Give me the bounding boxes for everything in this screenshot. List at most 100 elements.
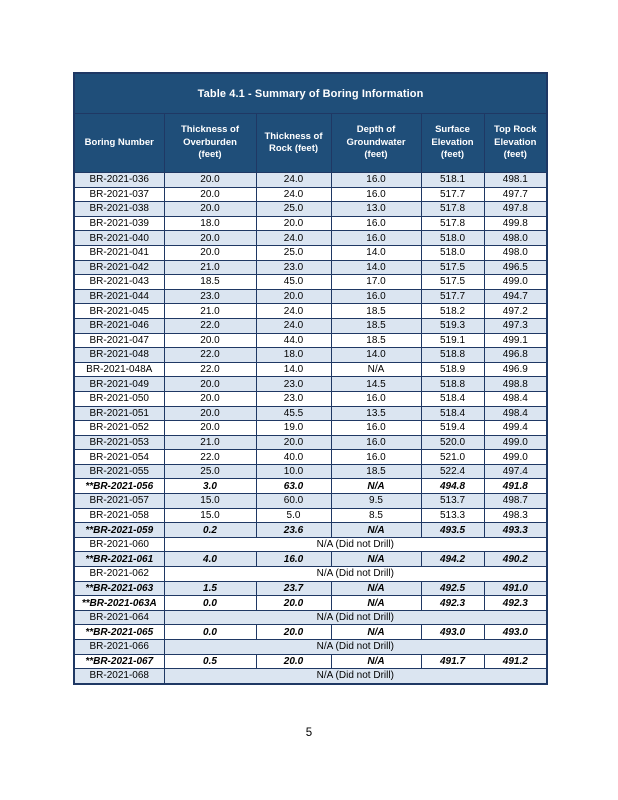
data-cell: 517.5 <box>420 274 485 290</box>
data-cell: 16.0 <box>330 449 422 465</box>
data-cell: 490.2 <box>483 551 548 568</box>
merged-na-cell: N/A (Did not Drill) <box>163 609 548 626</box>
data-cell: 518.2 <box>420 303 485 319</box>
data-cell: 492.5 <box>420 580 485 597</box>
table-row: BR-2021-036 20.0 24.0 16.0 518.1 498.1 <box>73 172 548 188</box>
table-row: BR-2021-040 20.0 24.0 16.0 518.0 498.0 <box>73 230 548 246</box>
data-cell: 24.0 <box>255 317 332 334</box>
boring-summary-table: Table 4.1 - Summary of Boring Informatio… <box>73 72 549 685</box>
data-cell: 493.0 <box>483 624 548 640</box>
data-cell: 498.3 <box>483 507 548 524</box>
data-cell: 20.0 <box>163 405 257 422</box>
data-cell: 8.5 <box>330 507 422 524</box>
data-cell: 20.0 <box>255 434 332 451</box>
data-cell: 0.0 <box>163 624 257 640</box>
data-cell: 20.0 <box>255 288 332 305</box>
data-cell: 18.5 <box>330 463 422 480</box>
data-cell: 14.0 <box>330 244 422 261</box>
data-cell: 24.0 <box>255 230 332 246</box>
data-cell: 16.0 <box>330 434 422 451</box>
data-cell: 20.0 <box>163 186 257 203</box>
data-cell: 518.4 <box>420 405 485 422</box>
table-row: **BR-2021-065 0.0 20.0 N/A 493.0 493.0 <box>73 624 548 640</box>
boring-number-cell: BR-2021-044 <box>73 288 165 305</box>
data-cell: 519.3 <box>420 317 485 334</box>
merged-na-cell: N/A (Did not Drill) <box>163 566 548 582</box>
table-row: BR-2021-037 20.0 24.0 16.0 517.7 497.7 <box>73 186 548 203</box>
data-cell: 13.0 <box>330 201 422 217</box>
data-cell: 519.4 <box>420 420 485 436</box>
data-cell: 14.0 <box>255 361 332 378</box>
boring-number-cell: **BR-2021-056 <box>73 478 165 495</box>
table-row: BR-2021-054 22.0 40.0 16.0 521.0 499.0 <box>73 449 548 465</box>
merged-na-cell: N/A (Did not Drill) <box>163 536 548 553</box>
data-cell: 20.0 <box>255 624 332 640</box>
boring-number-cell: BR-2021-053 <box>73 434 165 451</box>
table-row: BR-2021-066 N/A (Did not Drill) <box>73 639 548 655</box>
table-row: BR-2021-052 20.0 19.0 16.0 519.4 499.4 <box>73 420 548 436</box>
data-cell: 3.0 <box>163 478 257 495</box>
data-cell: N/A <box>330 595 422 611</box>
data-cell: 40.0 <box>255 449 332 465</box>
table-row: BR-2021-060 N/A (Did not Drill) <box>73 536 548 553</box>
boring-number-cell: BR-2021-049 <box>73 376 165 392</box>
data-cell: 25.0 <box>255 201 332 217</box>
data-cell: 518.1 <box>420 172 485 188</box>
data-cell: 492.3 <box>483 595 548 611</box>
table-title: Table 4.1 - Summary of Boring Informatio… <box>73 72 548 114</box>
table-row: BR-2021-068 N/A (Did not Drill) <box>73 668 548 685</box>
boring-number-cell: BR-2021-068 <box>73 668 165 685</box>
data-cell: 16.0 <box>330 172 422 188</box>
data-cell: 15.0 <box>163 507 257 524</box>
data-cell: 14.0 <box>330 259 422 276</box>
boring-number-cell: BR-2021-046 <box>73 317 165 334</box>
data-cell: 517.5 <box>420 259 485 276</box>
table-row: **BR-2021-067 0.5 20.0 N/A 491.7 491.2 <box>73 653 548 670</box>
data-cell: 497.7 <box>483 186 548 203</box>
data-cell: 497.8 <box>483 201 548 217</box>
table-row: BR-2021-057 15.0 60.0 9.5 513.7 498.7 <box>73 493 548 509</box>
data-cell: 1.5 <box>163 580 257 597</box>
data-cell: 20.0 <box>255 653 332 670</box>
data-cell: 18.0 <box>255 347 332 363</box>
data-cell: 494.2 <box>420 551 485 568</box>
table-row: BR-2021-050 20.0 23.0 16.0 518.4 498.4 <box>73 390 548 407</box>
table-row: **BR-2021-059 0.2 23.6 N/A 493.5 493.3 <box>73 522 548 538</box>
data-cell: 14.5 <box>330 376 422 392</box>
table-row: BR-2021-064 N/A (Did not Drill) <box>73 609 548 626</box>
data-cell: 498.0 <box>483 244 548 261</box>
column-header-row: Boring Number Thickness of Overburden (fe… <box>73 113 548 173</box>
boring-number-cell: **BR-2021-059 <box>73 522 165 538</box>
data-cell: 24.0 <box>255 303 332 319</box>
data-cell: 513.7 <box>420 493 485 509</box>
boring-number-cell: BR-2021-042 <box>73 259 165 276</box>
data-cell: 499.8 <box>483 215 548 232</box>
boring-number-cell: BR-2021-060 <box>73 536 165 553</box>
boring-number-cell: BR-2021-039 <box>73 215 165 232</box>
merged-na-cell: N/A (Did not Drill) <box>163 639 548 655</box>
data-cell: 492.3 <box>420 595 485 611</box>
boring-number-cell: BR-2021-043 <box>73 274 165 290</box>
data-cell: N/A <box>330 478 422 495</box>
data-cell: 513.3 <box>420 507 485 524</box>
data-cell: 9.5 <box>330 493 422 509</box>
page-number: 5 <box>305 727 313 739</box>
boring-number-cell: **BR-2021-063A <box>73 595 165 611</box>
data-cell: N/A <box>330 580 422 597</box>
boring-number-cell: BR-2021-036 <box>73 172 165 188</box>
boring-number-cell: BR-2021-054 <box>73 449 165 465</box>
data-cell: 20.0 <box>255 215 332 232</box>
data-cell: 498.4 <box>483 405 548 422</box>
data-cell: 497.2 <box>483 303 548 319</box>
data-cell: 491.8 <box>483 478 548 495</box>
boring-number-cell: BR-2021-052 <box>73 420 165 436</box>
data-cell: 10.0 <box>255 463 332 480</box>
data-cell: 491.7 <box>420 653 485 670</box>
data-cell: 4.0 <box>163 551 257 568</box>
data-cell: 497.3 <box>483 317 548 334</box>
data-cell: 21.0 <box>163 434 257 451</box>
table-row: **BR-2021-063A 0.0 20.0 N/A 492.3 492.3 <box>73 595 548 611</box>
data-cell: 491.2 <box>483 653 548 670</box>
data-cell: N/A <box>330 361 422 378</box>
data-cell: 25.0 <box>255 244 332 261</box>
